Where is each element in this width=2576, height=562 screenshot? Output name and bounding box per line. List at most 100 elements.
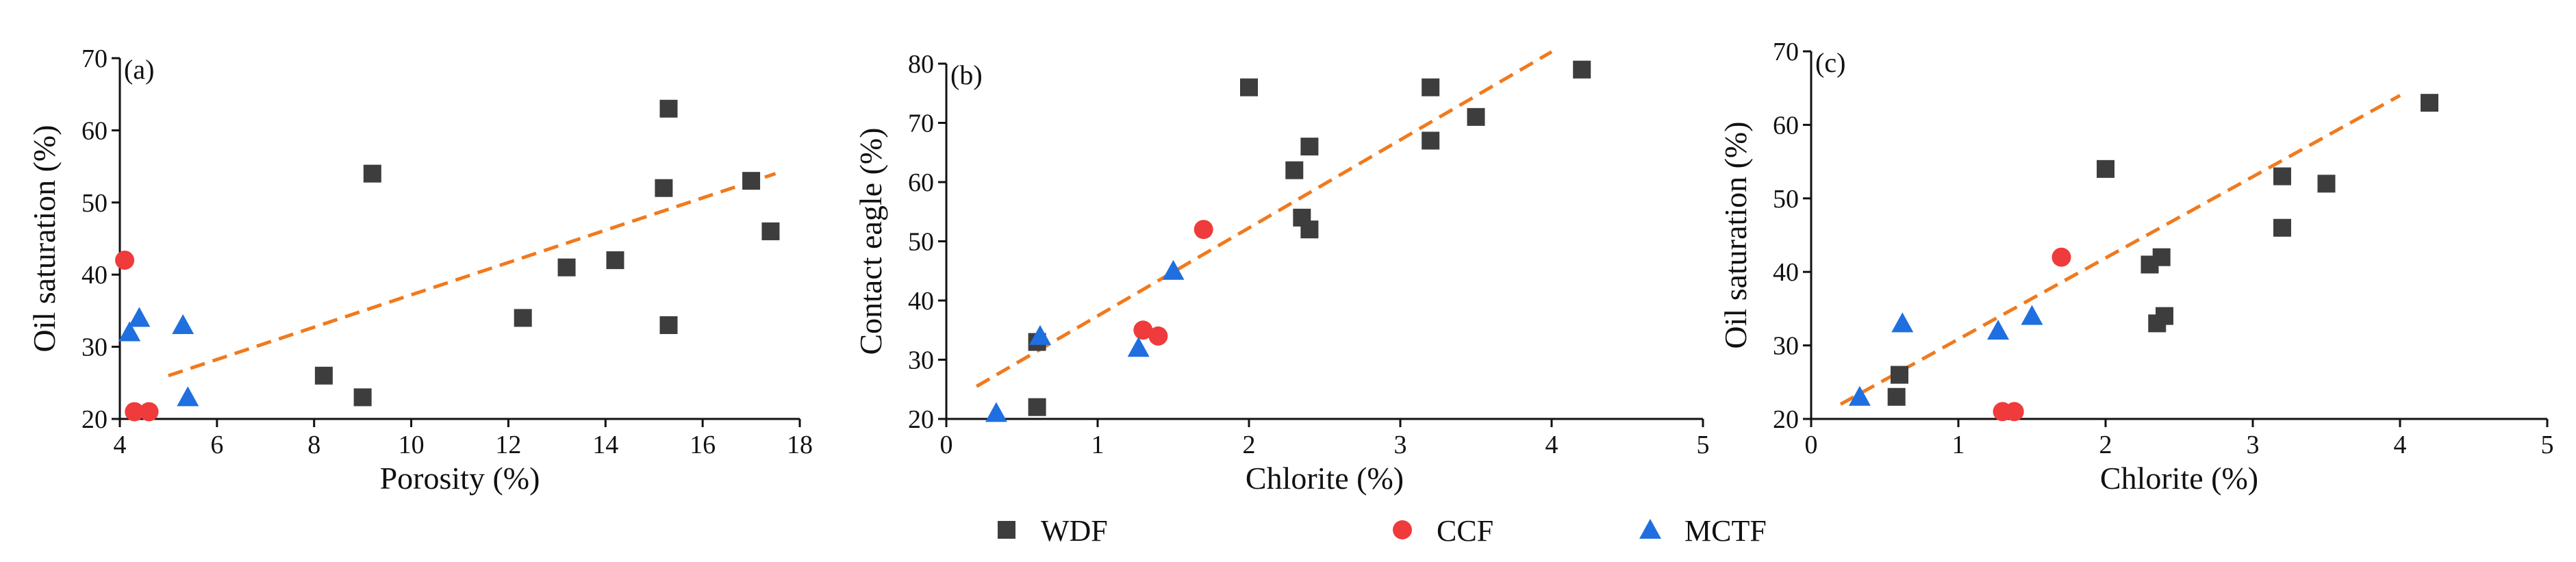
wdf-point	[659, 99, 678, 118]
wdf-point	[1285, 161, 1304, 179]
y-axis-label: Contact eagle (%)	[853, 127, 888, 355]
y-tick-label: 20	[1773, 405, 1799, 434]
mctf-point	[177, 386, 199, 407]
wdf-point	[2421, 94, 2438, 112]
x-tick-label: 5	[1697, 431, 1710, 459]
mctf-point	[1891, 312, 1914, 333]
panel-label: (b)	[950, 60, 983, 90]
y-tick-label: 20	[908, 405, 934, 434]
panel-label: (a)	[124, 54, 154, 85]
wdf-point	[1422, 78, 1440, 97]
y-tick-label: 30	[1773, 332, 1799, 361]
ccf-point	[1148, 326, 1168, 346]
x-tick-label: 16	[690, 431, 716, 459]
wdf-point	[742, 172, 761, 190]
wdf-point	[2152, 248, 2171, 266]
ccf-point	[125, 402, 144, 422]
x-axis-label: Chlorite (%)	[1246, 461, 1404, 496]
x-tick-label: 4	[114, 431, 127, 459]
ccf-point	[2051, 247, 2071, 267]
wdf-point	[514, 309, 532, 327]
wdf-point	[2097, 159, 2114, 178]
mctf-point	[1162, 259, 1185, 280]
x-axis-label: Porosity (%)	[380, 461, 540, 496]
legend-marker-ccf	[1393, 520, 1412, 539]
wdf-point	[1891, 366, 1908, 384]
x-tick-label: 14	[592, 431, 618, 459]
ccf-point	[2004, 402, 2024, 422]
x-tick-label: 10	[399, 431, 425, 459]
wdf-point	[659, 316, 678, 334]
y-axis-label: Oil saturation (%)	[1718, 121, 1753, 348]
wdf-point	[1300, 220, 1319, 239]
y-tick-label: 60	[1773, 111, 1799, 140]
legend-marker-mctf	[1639, 519, 1661, 539]
ccf-point	[115, 251, 135, 270]
legend: WDF CCF MCTF	[998, 514, 1767, 548]
y-tick-label: 30	[81, 333, 108, 362]
mctf-point	[1848, 385, 1871, 406]
trendline	[168, 172, 776, 378]
y-tick-label: 50	[1773, 185, 1799, 214]
wdf-point	[2273, 167, 2291, 186]
wdf-point	[1422, 131, 1440, 150]
y-tick-label: 50	[81, 189, 108, 218]
y-tick-label: 60	[81, 116, 108, 145]
x-tick-label: 12	[495, 431, 521, 459]
x-tick-label: 2	[1243, 431, 1256, 459]
x-tick-label: 0	[1805, 431, 1818, 459]
trendline	[1839, 94, 2401, 406]
wdf-point	[1467, 107, 1485, 126]
y-tick-label: 40	[908, 287, 934, 316]
wdf-point	[1887, 387, 1906, 406]
y-tick-label: 30	[908, 346, 934, 375]
legend-label-ccf: CCF	[1437, 514, 1493, 548]
y-tick-label: 60	[908, 168, 934, 197]
y-axis-label: Oil saturation (%)	[27, 125, 62, 352]
trendline	[975, 50, 1553, 388]
mctf-point	[985, 402, 1007, 422]
y-tick-label: 20	[81, 405, 108, 434]
wdf-point	[761, 222, 780, 240]
wdf-point	[655, 179, 673, 197]
ccf-point	[139, 402, 159, 422]
y-tick-label: 40	[1773, 258, 1799, 287]
x-tick-label: 1	[1091, 431, 1104, 459]
ccf-point	[1194, 220, 1213, 240]
wdf-point	[353, 388, 372, 407]
mctf-point	[1987, 320, 2010, 340]
wdf-point	[1300, 138, 1319, 156]
mctf-point	[118, 321, 141, 342]
wdf-point	[606, 251, 624, 270]
mctf-point	[2021, 305, 2043, 325]
wdf-point	[314, 366, 333, 385]
mctf-point	[128, 307, 151, 327]
y-tick-label: 40	[81, 261, 108, 290]
wdf-point	[1240, 78, 1258, 97]
panel-c: 0 1 2 3 4 5 20 30 40 50 60 70 Chlorite (%) Oil satura…	[1718, 38, 2554, 496]
wdf-point	[557, 258, 576, 277]
legend-marker-wdf	[998, 521, 1015, 539]
x-tick-label: 4	[2394, 431, 2407, 459]
x-tick-label: 2	[2099, 431, 2112, 459]
wdf-point	[363, 164, 381, 183]
mctf-point	[1029, 324, 1052, 345]
mctf-point	[172, 314, 194, 334]
wdf-point	[1028, 398, 1046, 416]
x-tick-label: 6	[210, 431, 223, 459]
x-axis-label: Chlorite (%)	[2100, 461, 2258, 496]
x-tick-label: 0	[940, 431, 953, 459]
wdf-point	[1573, 60, 1591, 79]
wdf-point	[2156, 307, 2173, 325]
x-tick-label: 8	[307, 431, 320, 459]
x-tick-label: 3	[2247, 431, 2260, 459]
mctf-point	[1127, 337, 1150, 357]
panel-b: 0 1 2 3 4 5 20 30 40 50 60 70 80 Chlorite (%) Contact …	[853, 50, 1710, 496]
x-tick-label: 3	[1394, 431, 1407, 459]
panel-label: (c)	[1815, 47, 1845, 78]
legend-label-mctf: MCTF	[1684, 514, 1767, 548]
y-tick-label: 70	[1773, 38, 1799, 66]
y-tick-label: 50	[908, 228, 934, 257]
x-tick-label: 4	[1545, 431, 1558, 459]
